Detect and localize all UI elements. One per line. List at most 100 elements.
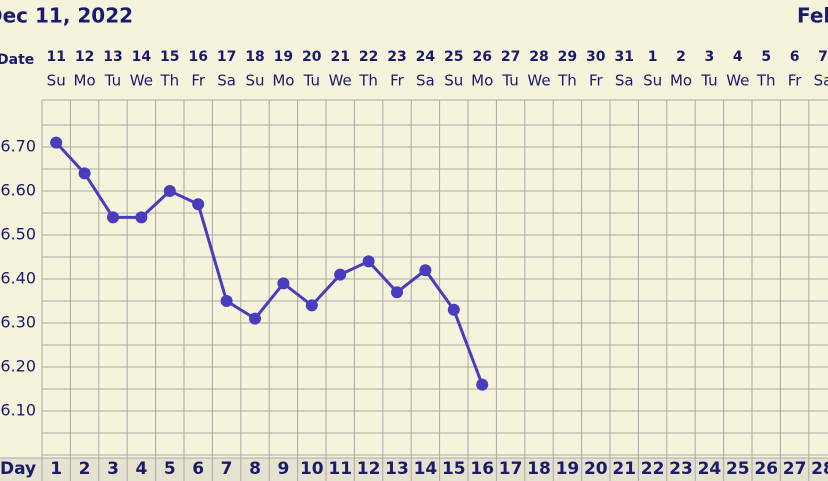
point bbox=[220, 295, 233, 307]
weekday-label: Sa bbox=[217, 72, 236, 90]
x-tick-label: 23 bbox=[669, 459, 693, 479]
point bbox=[249, 312, 261, 325]
x-tick-label: 24 bbox=[698, 459, 722, 479]
point bbox=[135, 211, 148, 224]
weekday-label: Sa bbox=[416, 72, 435, 90]
x-tick-label: 13 bbox=[385, 459, 409, 479]
date-label: 28 bbox=[529, 49, 548, 65]
x-tick-label: 9 bbox=[277, 459, 289, 479]
x-tick-label: 16 bbox=[470, 459, 494, 479]
y-tick-label: 36.60 bbox=[0, 181, 36, 200]
date-label: 1 bbox=[648, 49, 658, 65]
weekday-label: Tu bbox=[700, 72, 717, 90]
point bbox=[334, 268, 347, 281]
weekday-label: Tu bbox=[303, 72, 320, 90]
date-label: 25 bbox=[444, 49, 463, 65]
date-label: 18 bbox=[245, 49, 264, 65]
date-label: 2 bbox=[676, 49, 686, 65]
y-tick-label: 36.20 bbox=[0, 357, 36, 376]
x-tick-label: 10 bbox=[300, 459, 324, 479]
x-tick-label: 6 bbox=[192, 459, 204, 479]
weekday-label: Su bbox=[444, 72, 463, 90]
weekday-label: Su bbox=[47, 72, 66, 90]
x-tick-label: 18 bbox=[527, 459, 551, 479]
weekday-label: We bbox=[329, 72, 352, 90]
date-label: 14 bbox=[132, 49, 152, 65]
date-label: 15 bbox=[160, 49, 179, 65]
series-line bbox=[55, 141, 484, 386]
x-tick-label: 25 bbox=[726, 459, 750, 479]
y-tick-label: 36.10 bbox=[0, 401, 36, 420]
weekday-label: Fr bbox=[788, 72, 803, 90]
next-month: Feb bbox=[797, 4, 828, 28]
weekday-label: Tu bbox=[501, 72, 518, 90]
chart-title: Dec 11, 2022 bbox=[0, 4, 133, 28]
point bbox=[476, 378, 489, 391]
y-tick-label: 36.40 bbox=[0, 269, 36, 288]
weekday-label: Su bbox=[245, 72, 264, 90]
point bbox=[305, 299, 318, 312]
weekday-label: Mo bbox=[471, 72, 493, 90]
point bbox=[107, 211, 119, 224]
x-tick-label: 20 bbox=[584, 459, 608, 479]
point bbox=[277, 277, 290, 290]
weekday-label: Su bbox=[643, 72, 662, 90]
date-label: 3 bbox=[705, 49, 715, 65]
date-label: 19 bbox=[274, 49, 293, 65]
x-tick-label: 2 bbox=[79, 459, 91, 479]
point bbox=[50, 136, 63, 149]
x-tick-label: 28 bbox=[811, 459, 828, 479]
x-tick-label: 15 bbox=[442, 459, 466, 479]
date-label: 26 bbox=[472, 49, 491, 65]
weekday-label: Th bbox=[557, 72, 577, 90]
weekday-label: Th bbox=[358, 72, 378, 90]
date-label: 4 bbox=[733, 49, 743, 65]
date-label: 27 bbox=[501, 49, 520, 65]
day-label: Day bbox=[0, 459, 36, 479]
date-label: 11 bbox=[46, 49, 65, 65]
weekday-label: Mo bbox=[272, 72, 294, 90]
date-label: 24 bbox=[416, 49, 436, 65]
date-label: 23 bbox=[387, 49, 406, 65]
date-label: 12 bbox=[75, 49, 94, 65]
x-tick-label: 7 bbox=[221, 459, 233, 479]
date-label: 16 bbox=[188, 49, 207, 65]
point bbox=[447, 303, 460, 316]
weekday-label: Mo bbox=[74, 72, 96, 90]
point bbox=[78, 167, 91, 180]
date-label: 20 bbox=[302, 49, 322, 65]
x-tick-label: 4 bbox=[135, 459, 147, 479]
date-label: 6 bbox=[790, 49, 800, 65]
date-label: 29 bbox=[558, 49, 577, 65]
date-label: 7 bbox=[818, 49, 828, 65]
weekday-label: Tu bbox=[104, 72, 121, 90]
date-label: 22 bbox=[359, 49, 378, 65]
point bbox=[391, 286, 403, 299]
point bbox=[419, 264, 432, 277]
x-tick-label: 3 bbox=[107, 459, 119, 479]
date-label: 5 bbox=[761, 49, 771, 65]
y-tick-label: 36.70 bbox=[0, 137, 36, 156]
x-tick-label: 21 bbox=[612, 459, 636, 479]
date-label: 30 bbox=[586, 49, 606, 65]
x-tick-label: 5 bbox=[164, 459, 176, 479]
weekday-label: Th bbox=[159, 72, 179, 90]
date-label: 31 bbox=[614, 49, 633, 65]
date-label: Date bbox=[0, 52, 34, 68]
y-tick-label: 36.30 bbox=[0, 313, 36, 332]
weekday-label: Sa bbox=[615, 72, 634, 90]
day-row bbox=[0, 458, 828, 481]
weekday-label: Sa bbox=[814, 72, 828, 90]
weekday-label: Fr bbox=[191, 72, 206, 90]
point bbox=[192, 198, 205, 211]
weekday-label: Fr bbox=[589, 72, 604, 90]
weekday-label: We bbox=[130, 72, 153, 90]
date-label: 17 bbox=[217, 49, 236, 65]
weekday-label: Mo bbox=[670, 72, 692, 90]
y-tick-label: 36.50 bbox=[0, 225, 36, 244]
weekday-label: We bbox=[527, 72, 550, 90]
x-tick-label: 12 bbox=[357, 459, 381, 479]
x-tick-label: 26 bbox=[754, 459, 778, 479]
x-tick-label: 1 bbox=[50, 459, 62, 479]
